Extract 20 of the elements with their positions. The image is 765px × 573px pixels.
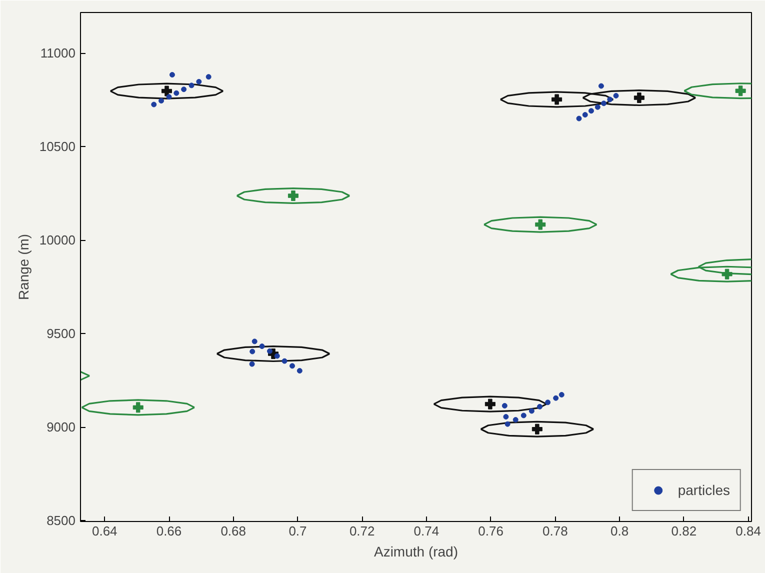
x-tick-label: 0.82 — [671, 524, 697, 538]
x-tick-label: 0.68 — [220, 524, 246, 538]
y-tick-label: 10500 — [39, 139, 76, 154]
x-tick-label: 0.78 — [542, 524, 568, 538]
x-tick-label: 0.74 — [414, 524, 440, 538]
x-axis-title: Azimuth (rad) — [374, 544, 458, 560]
x-tick-label: 0.8 — [610, 524, 629, 538]
y-axis-title: Range (m) — [15, 234, 32, 300]
x-tick-label: 0.64 — [92, 524, 118, 538]
x-tick-label: 0.84 — [736, 524, 761, 538]
x-tick-label: 0.76 — [478, 524, 504, 538]
y-tick-label: 10000 — [39, 232, 76, 248]
x-tick-label: 0.72 — [349, 524, 375, 538]
legend-label: particles — [678, 482, 730, 498]
x-tick-label: 0.66 — [156, 524, 182, 538]
x-tick-label: 0.7 — [288, 524, 307, 538]
y-tick-label: 11000 — [40, 46, 76, 61]
y-tick-label: 8500 — [46, 513, 76, 528]
y-tick-label: 9000 — [46, 420, 76, 435]
y-tick-label: 9500 — [46, 326, 76, 342]
